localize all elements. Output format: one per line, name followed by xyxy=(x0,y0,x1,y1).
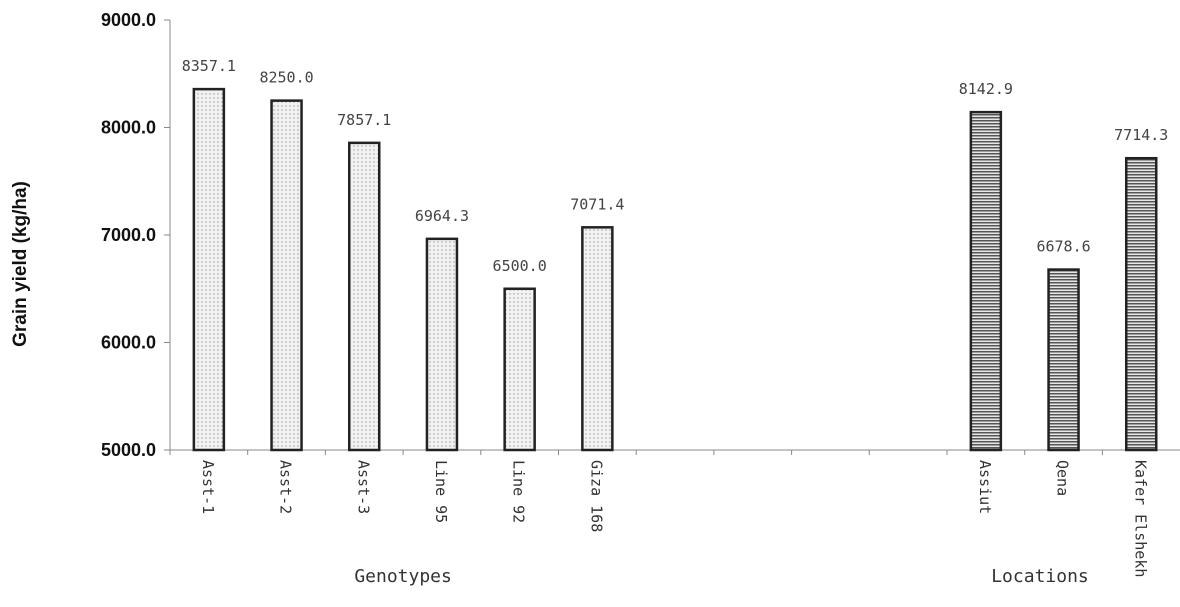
x-tick-label: Asst-2 xyxy=(277,460,295,514)
x-tick-label: Line 92 xyxy=(510,460,528,523)
data-label: 8142.9 xyxy=(959,80,1013,98)
x-tick-label: Giza 168 xyxy=(587,460,605,532)
data-label: 6678.6 xyxy=(1036,238,1090,256)
x-tick-label: Assiut xyxy=(976,460,994,514)
group-labels: Genotypes Locations xyxy=(354,566,1088,587)
group-label: Genotypes xyxy=(354,566,452,587)
data-label: 6500.0 xyxy=(493,257,547,275)
data-label: 7071.4 xyxy=(570,195,624,213)
y-tick-label: 7000.0 xyxy=(101,225,156,245)
bar xyxy=(425,237,459,452)
x-tick-label: Line 95 xyxy=(432,460,450,523)
x-tick-label: Asst-3 xyxy=(354,460,372,514)
x-tick-label: Asst-1 xyxy=(199,460,217,514)
bar xyxy=(348,141,381,452)
bar xyxy=(1125,156,1158,452)
bars xyxy=(192,87,1158,452)
group-label: Locations xyxy=(991,566,1089,587)
data-label: 7714.3 xyxy=(1114,126,1168,144)
bar xyxy=(969,110,1003,452)
bar xyxy=(581,226,614,452)
data-label: 8357.1 xyxy=(182,57,236,75)
y-tick-label: 6000.0 xyxy=(101,333,156,353)
y-axis-label: Grain yield (kg/ha) xyxy=(10,181,31,347)
data-labels: 8357.1 8250.0 7857.1 6964.3 6500.0 7071.4 8142… xyxy=(182,57,1169,275)
y-ticks: 5000.0 6000.0 7000.0 8000.0 9000.0 xyxy=(101,10,170,460)
bar xyxy=(503,287,536,452)
bar xyxy=(1047,268,1080,452)
data-label: 8250.0 xyxy=(259,69,313,87)
data-label: 7857.1 xyxy=(337,111,391,129)
x-tick-labels: Asst-1 Asst-2 Asst-3 Line 95 Line 92 Giza 168… xyxy=(199,460,1149,577)
y-tick-label: 8000.0 xyxy=(101,118,156,138)
bar xyxy=(270,99,303,452)
y-tick-label: 5000.0 xyxy=(101,440,156,460)
y-tick-label: 9000.0 xyxy=(101,10,156,30)
data-label: 6964.3 xyxy=(415,207,469,225)
bar xyxy=(192,87,226,452)
axes xyxy=(169,20,1180,455)
x-tick-label: Qena xyxy=(1054,460,1072,496)
x-tick-label: Kafer Elshekh xyxy=(1131,460,1149,577)
